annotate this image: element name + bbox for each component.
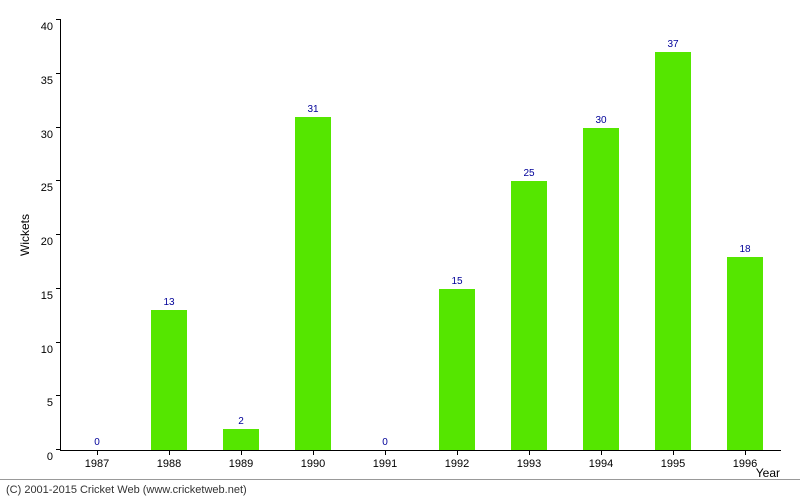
y-tick-mark	[56, 395, 61, 396]
bar-value-label: 31	[307, 104, 318, 117]
x-axis-label: Year	[756, 466, 780, 480]
bar-value-label: 0	[382, 437, 388, 450]
plot-area: 0510152025303540198701988131989219903119…	[60, 20, 781, 451]
x-tick-mark	[313, 450, 314, 455]
x-tick-mark	[601, 450, 602, 455]
bar: 2	[223, 429, 259, 451]
y-tick-mark	[56, 449, 61, 450]
y-tick-label: 15	[41, 290, 61, 302]
bar: 30	[583, 128, 619, 451]
bar: 13	[151, 310, 187, 450]
y-tick-label: 35	[41, 75, 61, 87]
y-tick-mark	[56, 73, 61, 74]
x-tick-mark	[457, 450, 458, 455]
y-tick-label: 0	[47, 451, 61, 463]
bar-value-label: 2	[238, 416, 244, 429]
bar: 31	[295, 117, 331, 450]
y-tick-mark	[56, 342, 61, 343]
x-tick-mark	[385, 450, 386, 455]
y-tick-label: 40	[41, 21, 61, 33]
bar: 18	[727, 257, 763, 451]
x-tick-mark	[241, 450, 242, 455]
bar-value-label: 0	[94, 437, 100, 450]
y-tick-mark	[56, 19, 61, 20]
y-tick-mark	[56, 180, 61, 181]
y-axis-label: Wickets	[18, 214, 32, 256]
x-tick-mark	[169, 450, 170, 455]
y-tick-label: 25	[41, 182, 61, 194]
bar-value-label: 18	[739, 244, 750, 257]
x-tick-mark	[745, 450, 746, 455]
bar: 37	[655, 52, 691, 450]
y-tick-label: 30	[41, 129, 61, 141]
y-tick-label: 20	[41, 236, 61, 248]
bar: 15	[439, 289, 475, 450]
chart-container: 0510152025303540198701988131989219903119…	[0, 0, 800, 500]
footer-copyright: (C) 2001-2015 Cricket Web (www.cricketwe…	[0, 479, 800, 500]
bar-value-label: 37	[667, 39, 678, 52]
bar: 25	[511, 181, 547, 450]
bar-value-label: 15	[451, 276, 462, 289]
y-tick-mark	[56, 127, 61, 128]
y-tick-mark	[56, 234, 61, 235]
x-tick-mark	[97, 450, 98, 455]
x-tick-mark	[673, 450, 674, 455]
y-tick-label: 10	[41, 344, 61, 356]
y-tick-label: 5	[47, 397, 61, 409]
bar-value-label: 13	[163, 297, 174, 310]
y-tick-mark	[56, 288, 61, 289]
bar-value-label: 25	[523, 168, 534, 181]
x-tick-mark	[529, 450, 530, 455]
bar-value-label: 30	[595, 115, 606, 128]
